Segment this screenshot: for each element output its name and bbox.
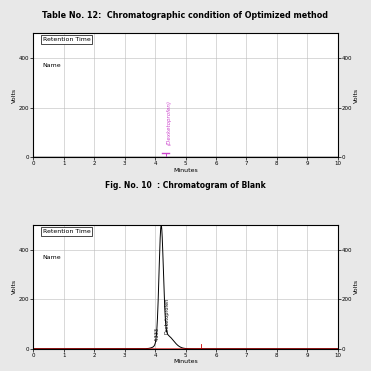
Y-axis label: Volts: Volts <box>12 88 17 103</box>
Text: (Dexketoprofen): (Dexketoprofen) <box>166 100 171 145</box>
Y-axis label: Volts: Volts <box>12 279 17 295</box>
Text: Retention Time: Retention Time <box>43 37 90 42</box>
Text: 4.333: 4.333 <box>154 327 159 341</box>
Y-axis label: Volts: Volts <box>354 279 359 295</box>
Text: Retention Time: Retention Time <box>43 229 90 234</box>
Text: Name: Name <box>43 63 61 68</box>
X-axis label: Minutes: Minutes <box>173 359 198 364</box>
Y-axis label: Volts: Volts <box>354 88 359 103</box>
Text: Table No. 12:  Chromatographic condition of Optimized method: Table No. 12: Chromatographic condition … <box>43 11 328 20</box>
Text: Dexketoprofen: Dexketoprofen <box>165 298 170 334</box>
Text: Name: Name <box>43 255 61 260</box>
X-axis label: Minutes: Minutes <box>173 168 198 173</box>
Text: Fig. No. 10  : Chromatogram of Blank: Fig. No. 10 : Chromatogram of Blank <box>105 181 266 190</box>
